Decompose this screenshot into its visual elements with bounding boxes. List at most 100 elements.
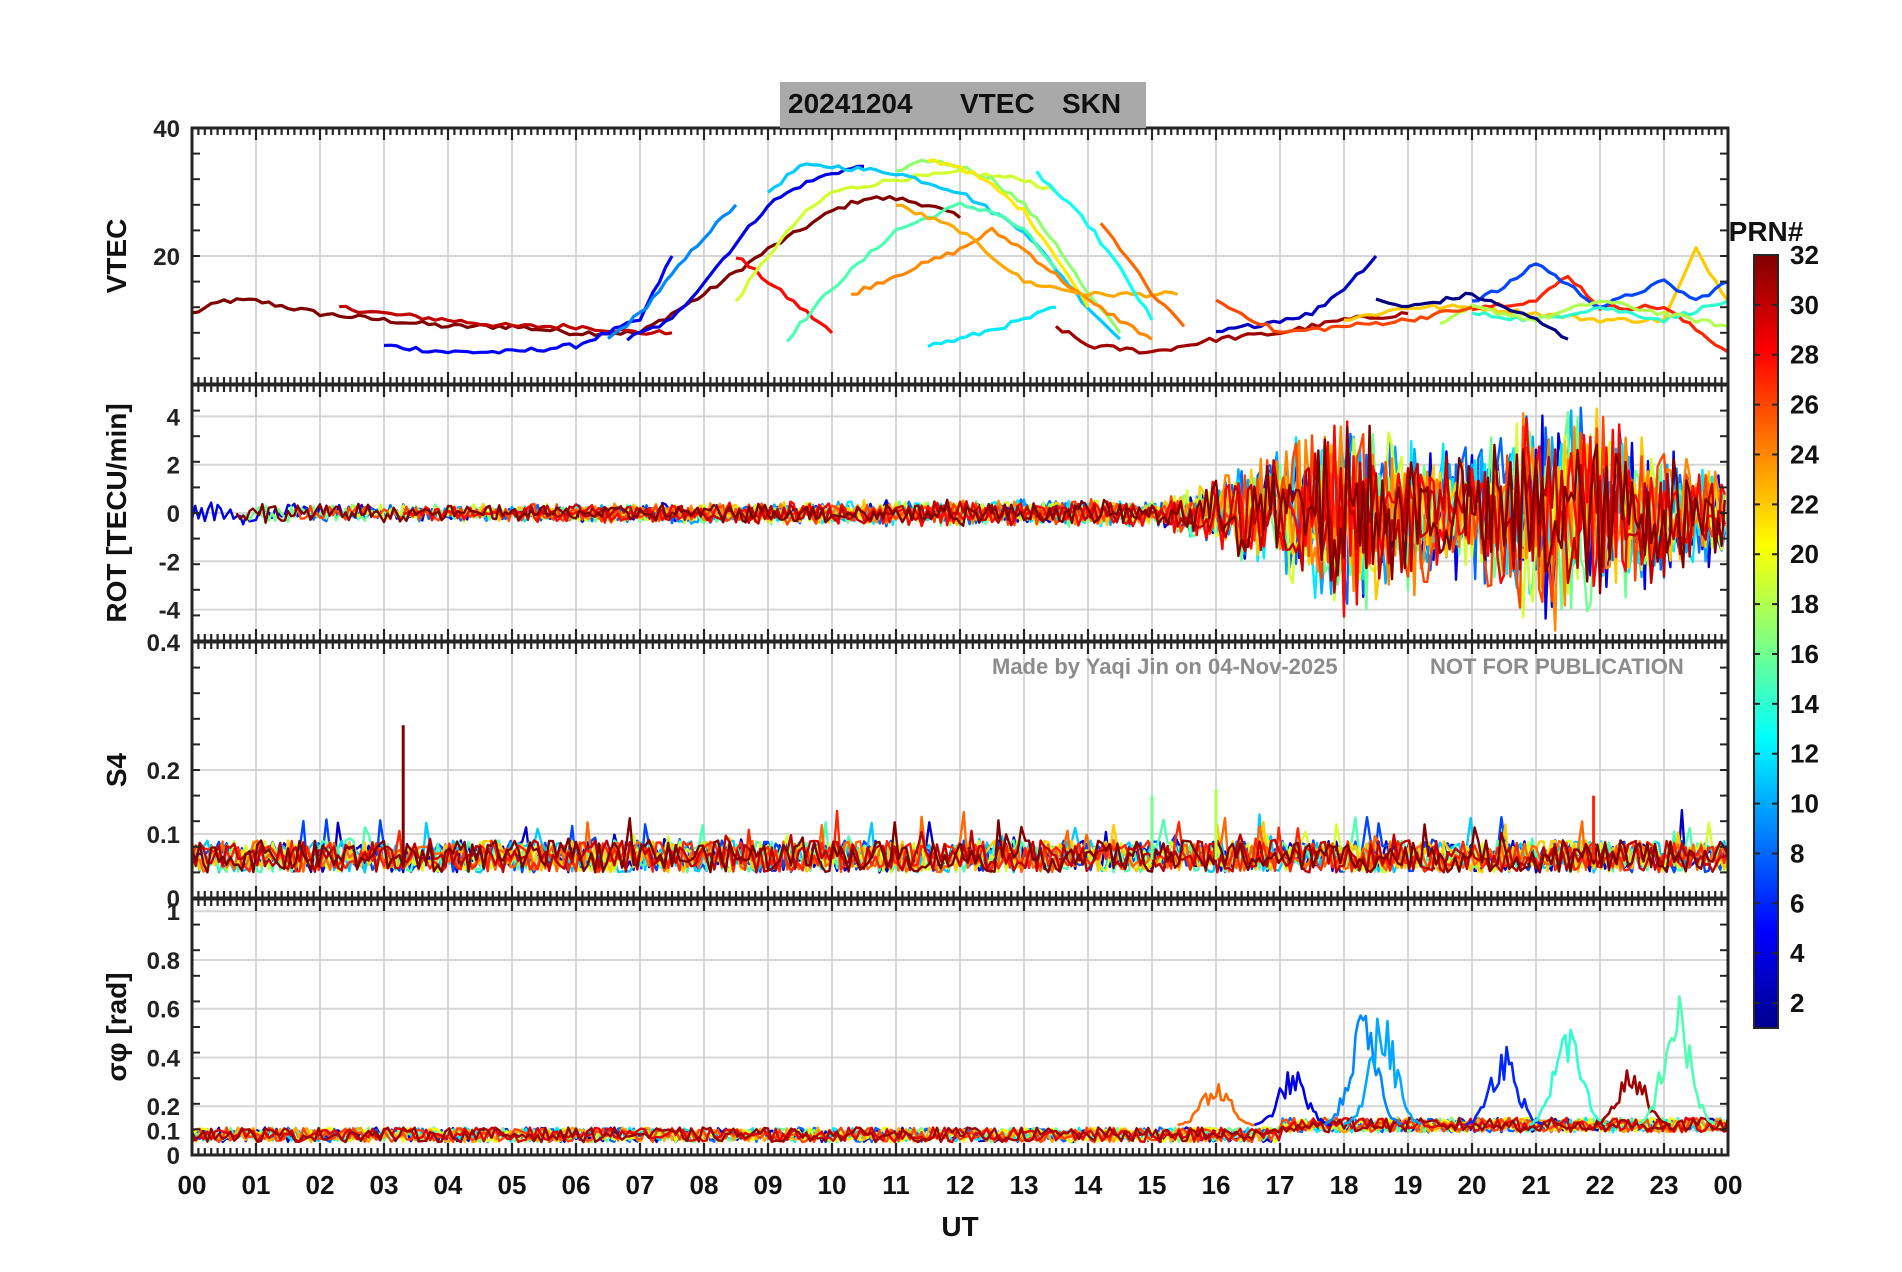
sigma-burst [1324,1014,1402,1126]
x-tick-label: 09 [754,1170,783,1200]
x-tick-label: 16 [1202,1170,1231,1200]
colorbar-tick-label: 24 [1790,439,1819,469]
colorbar-tick-label: 8 [1790,838,1804,868]
y-axis-label-s4: S4 [101,752,132,787]
x-tick-label: 12 [946,1170,975,1200]
y-tick-label: 0.1 [147,1119,180,1146]
sigma-burst [1343,1017,1422,1126]
colorbar-label: PRN# [1729,216,1804,247]
y-tick-label: 0.1 [147,822,180,849]
colorbar-tick-label: 30 [1790,290,1819,320]
x-tick-label: 11 [882,1170,910,1200]
colorbar-tick-label: 12 [1790,739,1819,769]
title-station: SKN [1062,88,1122,119]
sigma-burst [1593,1069,1671,1127]
y-tick-label: 0 [167,501,180,528]
colorbar-tick-label: 26 [1790,390,1819,420]
colorbar-tick-label: 28 [1790,340,1819,370]
colorbar-tick-label: 2 [1790,988,1804,1018]
x-tick-label: 03 [370,1170,399,1200]
y-tick-label: 0.4 [147,1045,181,1072]
y-tick-label: 0.2 [147,758,180,785]
y-tick-label: 1 [167,899,180,926]
vtec-trace-prn13 [1035,170,1154,321]
x-tick-label: 06 [562,1170,591,1200]
x-tick-label: 00 [1714,1170,1743,1200]
colorbar [1753,254,1779,1029]
x-tick-label: 15 [1138,1170,1167,1200]
sigma-burst [1465,1045,1543,1126]
x-tick-label: 02 [306,1170,335,1200]
y-tick-label: 0.2 [147,1094,180,1121]
watermark-notice: NOT FOR PUBLICATION [1430,654,1684,679]
colorbar-tick-label: 20 [1790,539,1819,569]
s4-trace-prn32 [190,817,1730,874]
vtec-trace-prn9 [606,203,738,340]
colorbar-tick-label: 16 [1790,639,1819,669]
x-tick-label: 05 [498,1170,527,1200]
y-tick-label: 20 [153,244,180,271]
colorbar-tick-label: 22 [1790,489,1819,519]
y-tick-label: -2 [159,549,180,576]
sigma-trace-prn31 [190,1116,1730,1144]
vtec-trace-prn25 [1099,222,1186,328]
y-axis-label-sigma_phi: σφ [rad] [101,972,132,1081]
vtec-trace-prn15 [786,201,1058,343]
vtec-trace-prn14 [1471,299,1729,324]
x-tick-label: 01 [242,1170,271,1200]
vtec-trace-prn24 [851,226,1153,341]
x-tick-label: 13 [1010,1170,1039,1200]
x-tick-label: 20 [1458,1170,1487,1200]
vtec-trace-prn5 [383,255,674,355]
x-tick-label: 17 [1266,1170,1295,1200]
y-tick-label: 0.6 [147,997,180,1024]
title-date: 20241204 [788,88,913,119]
colorbar-tick-label: 6 [1790,888,1804,918]
y-tick-label: 0 [167,1143,180,1170]
x-tick-label: 10 [818,1170,847,1200]
vtec-trace-prn23 [895,203,1179,299]
x-tick-label: 08 [690,1170,719,1200]
vtec-trace-prn26 [1215,298,1473,334]
vtec-trace-prn28 [735,256,834,334]
colorbar-tick-label: 18 [1790,589,1819,619]
colorbar-tick-label: 10 [1790,789,1819,819]
colorbar-tick-label: 14 [1790,689,1819,719]
sigma-burst [1529,1028,1607,1126]
x-tick-label: 22 [1586,1170,1615,1200]
title-quantity: VTEC [960,88,1035,119]
y-axis-label-vtec: VTEC [101,219,132,294]
x-tick-label: 07 [626,1170,655,1200]
colorbar-tick-label: 32 [1790,240,1819,270]
colorbar-tick-label: 4 [1790,938,1805,968]
y-tick-label: -4 [159,598,181,625]
x-tick-label: 19 [1394,1170,1423,1200]
x-tick-label: 18 [1330,1170,1359,1200]
x-tick-label: 04 [434,1170,463,1200]
y-tick-label: 40 [153,116,180,143]
x-axis-label: UT [941,1211,978,1242]
x-tick-label: 14 [1074,1170,1103,1200]
vtec-trace-prn3 [1215,254,1378,334]
y-tick-label: 2 [167,453,180,480]
x-tick-label: 21 [1522,1170,1551,1200]
x-tick-label: 23 [1650,1170,1679,1200]
x-tick-label: 00 [178,1170,207,1200]
y-tick-label: 0.8 [147,948,180,975]
vtec-trace-prn1 [1375,291,1569,341]
y-tick-label: 0 [167,886,180,913]
rot-trace-prn32 [235,424,1726,595]
vtec-trace-prn19 [734,168,1057,303]
sigma-burst [1177,1083,1255,1127]
vtec-trace-prn12 [927,305,1057,349]
vtec-trace-prn18 [1439,299,1729,328]
s4-trace-prn25 [190,810,1730,874]
vtec-trace-prn4 [626,164,865,342]
vtec-trace-prn11 [766,162,1122,341]
sigma-burst [1637,995,1716,1126]
vtec-trace-prn22 [1343,246,1730,324]
chart-title: 20241204 VTEC SKN [780,82,1146,128]
watermark-author: Made by Yaqi Jin on 04-Nov-2025 [992,654,1338,679]
y-axis-label-rot: ROT [TECU/min] [101,403,132,622]
